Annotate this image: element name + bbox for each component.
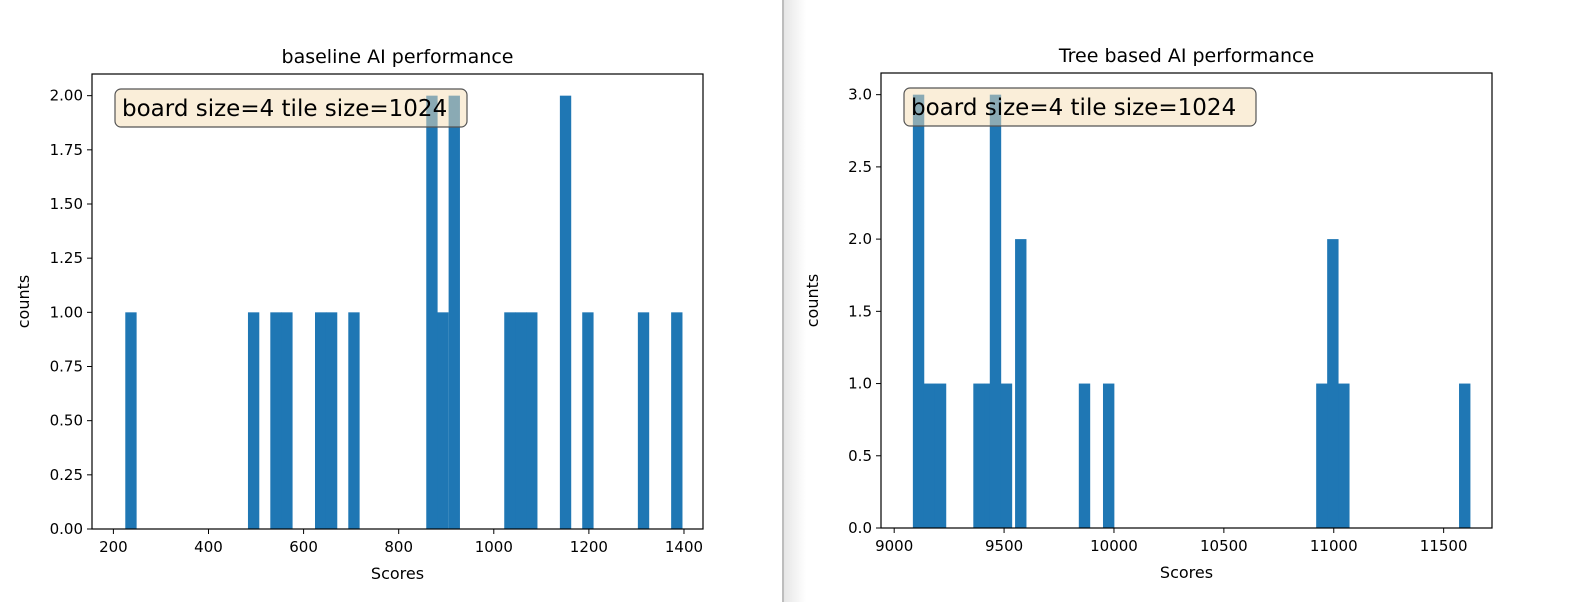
x-tick-label: 10500 [1200,537,1248,555]
y-tick-label: 2.00 [50,87,83,105]
bar-11 [515,312,527,529]
x-tick-label: 11500 [1420,537,1468,555]
y-tick-label: 1.75 [50,141,83,159]
histogram-baseline: baseline AI performance 200 400 600 800 1000 1… [14,46,704,583]
annotation-box [903,87,1257,127]
y-tick-label: 0.75 [50,358,83,376]
chart-panel-tree: Tree based AI performance 9000 9500 10000 10… [784,0,1591,602]
y-tick-label: 0.0 [848,519,872,537]
bar-2 [270,312,282,529]
y-tick-label: 0.5 [848,447,872,465]
y-tick-label: 0.25 [50,466,83,484]
x-tick-label: 1200 [570,538,608,556]
bars [912,94,1471,529]
y-tick-label: 2.0 [848,230,872,248]
bar-2 [934,383,947,528]
histogram-tree-based: Tree based AI performance 9000 9500 10000 10… [803,45,1493,582]
x-tick-label: 800 [384,538,413,556]
bar-12 [526,312,538,529]
y-tick-label: 1.25 [50,249,83,267]
bar-7 [1015,239,1027,528]
bar-10 [504,312,516,529]
bar-5 [989,94,1002,529]
y-tick-label: 1.5 [848,302,872,320]
bar-10 [1316,383,1328,528]
bar-11 [1327,239,1339,528]
bar-4 [315,312,327,529]
chart-title: baseline AI performance [282,46,514,68]
bar-8 [437,312,449,529]
x-tick-label: 200 [99,538,128,556]
y-tick-label: 1.50 [50,195,83,213]
bar-14 [582,312,594,529]
bar-13 [559,95,572,530]
bar-12 [1338,383,1350,528]
x-tick-label: 1400 [665,538,703,556]
bar-7 [426,95,438,530]
x-tick-label: 1000 [475,538,513,556]
bar-5 [325,312,338,529]
x-tick-label: 400 [194,538,223,556]
bar-3 [973,383,985,528]
x-tick-label: 600 [289,538,318,556]
x-tick-label: 11000 [1310,537,1358,555]
y-tick-label: 1.0 [848,375,872,393]
plot-frame [91,73,704,530]
y-tick-label: 0.50 [50,412,83,430]
y-tick-label: 3.0 [848,86,872,104]
y-tick-label: 0.00 [50,520,83,538]
x-axis-label: Scores [371,564,424,583]
chart-panel-baseline: baseline AI performance 200 400 600 800 1000 1… [0,0,782,602]
plot-frame [880,72,1493,529]
x-axis-label: Scores [1160,563,1213,582]
bars [125,95,683,530]
bar-16 [671,312,683,529]
bar-6 [1000,383,1013,528]
bar-8 [1078,383,1091,528]
bar-6 [348,312,360,529]
y-tick-label: 1.00 [50,303,83,321]
bar-0 [912,94,925,529]
bar-9 [1102,383,1115,528]
x-tick-label: 10000 [1090,537,1138,555]
bar-1 [247,312,260,529]
y-tick-label: 2.5 [848,158,872,176]
x-tick-label: 9000 [875,537,913,555]
y-axis-label: counts [14,275,33,328]
bar-0 [125,312,137,529]
bar-13 [1459,383,1471,528]
annotation-box [114,88,468,128]
annotation-text: board size=4 tile size=1024 [911,95,1236,121]
annotation-text: board size=4 tile size=1024 [122,96,447,122]
bar-1 [923,383,936,528]
x-tick-label: 9500 [985,537,1023,555]
bar-3 [281,312,293,529]
bar-9 [448,95,460,530]
y-axis-label: counts [803,274,822,327]
bar-15 [637,312,650,529]
panel-divider[interactable] [782,0,784,602]
chart-title: Tree based AI performance [1058,45,1314,67]
